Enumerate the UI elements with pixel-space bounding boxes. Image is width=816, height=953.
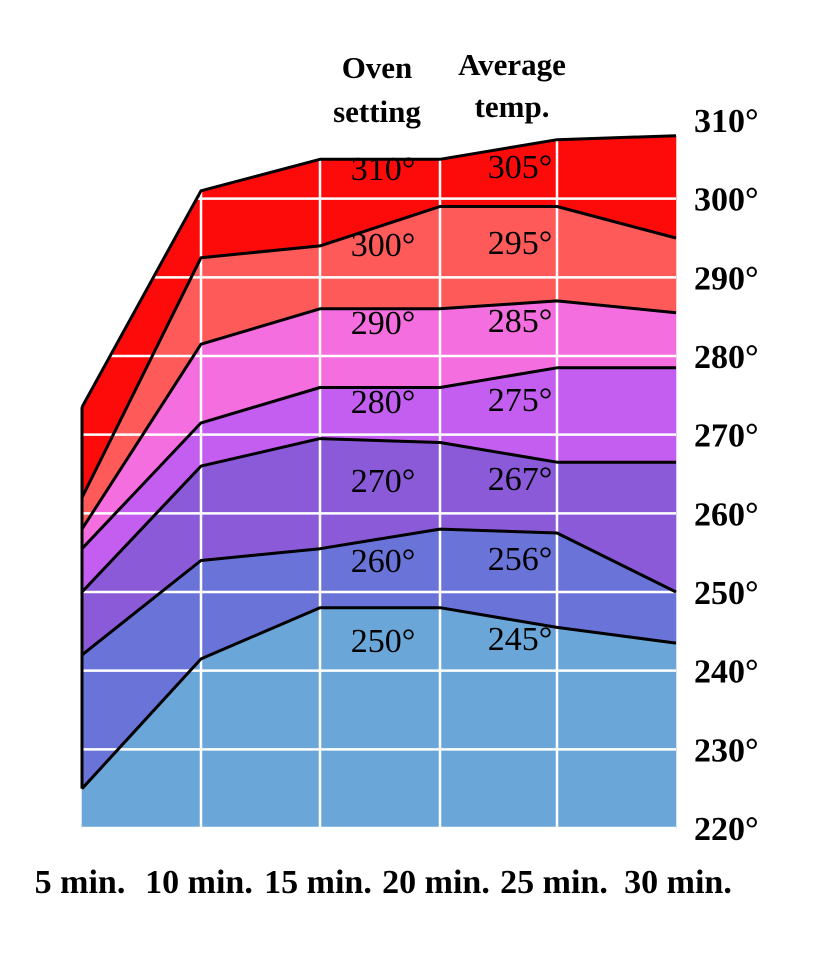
boundary-line-260	[81, 527, 677, 657]
boundary-line-310	[80, 134, 677, 408]
average-temp-label-305: 305°	[488, 149, 553, 186]
y-tick-label-220: 220°	[694, 811, 759, 848]
y-tick-label-270: 270°	[694, 418, 759, 455]
boundary-line-280	[80, 366, 676, 550]
average-temp-header-line1: Average	[458, 47, 566, 82]
y-tick-label-310: 310°	[694, 103, 759, 140]
average-temp-label-256: 256°	[488, 541, 553, 578]
x-tick-label-3: 15 min.	[264, 864, 372, 901]
oven-setting-label-290: 290°	[351, 305, 416, 342]
average-temp-label-295: 295°	[488, 225, 553, 262]
average-temp-label-285: 285°	[488, 303, 553, 340]
oven-setting-header-line1: Oven	[342, 50, 413, 85]
oven-setting-label-300: 300°	[351, 227, 416, 264]
x-axis-tick-labels: 5 min. 10 min. 15 min. 20 min. 25 min. 30 min…	[35, 864, 732, 901]
x-tick-label-6: 30 min.	[624, 864, 732, 901]
gridlines	[82, 110, 676, 830]
boundary-line-270	[80, 437, 676, 594]
oven-setting-label-270: 270°	[351, 463, 416, 500]
x-tick-label-5: 25 min.	[500, 864, 608, 901]
y-tick-label-290: 290°	[694, 260, 759, 297]
band-boundary-lines	[80, 134, 677, 790]
x-tick-label-1: 5 min.	[35, 864, 126, 901]
y-tick-label-260: 260°	[694, 496, 759, 533]
x-tick-label-4: 20 min.	[382, 864, 490, 901]
average-temp-label-245: 245°	[488, 621, 553, 658]
oven-setting-label-310: 310°	[351, 151, 416, 188]
average-temp-label-275: 275°	[488, 382, 553, 419]
average-temp-label-267: 267°	[488, 461, 553, 498]
y-tick-label-230: 230°	[694, 732, 759, 769]
average-temp-header-line2: temp.	[475, 89, 550, 124]
y-tick-label-300: 300°	[694, 182, 759, 219]
oven-setting-header-line2: setting	[333, 94, 421, 129]
y-tick-label-280: 280°	[694, 339, 759, 376]
oven-setting-label-260: 260°	[351, 543, 416, 580]
column-headers: Oven setting Average temp.	[333, 47, 566, 129]
oven-setting-label-250: 250°	[351, 623, 416, 660]
y-tick-label-240: 240°	[694, 654, 759, 691]
area-bands	[81, 135, 677, 829]
y-tick-label-250: 250°	[694, 575, 759, 612]
boundary-line-300	[80, 205, 677, 499]
x-tick-label-2: 10 min.	[145, 864, 253, 901]
boundary-line-290	[80, 299, 677, 530]
oven-setting-label-280: 280°	[351, 384, 416, 421]
boundary-line-250	[80, 606, 677, 790]
band-labels: 250° 245° 260° 256° 270° 267° 280° 275° 290° 285°…	[351, 149, 553, 660]
y-axis-tick-labels: 220° 230° 240° 250° 260° 270° 280° 290° 300° 310°	[694, 103, 759, 848]
